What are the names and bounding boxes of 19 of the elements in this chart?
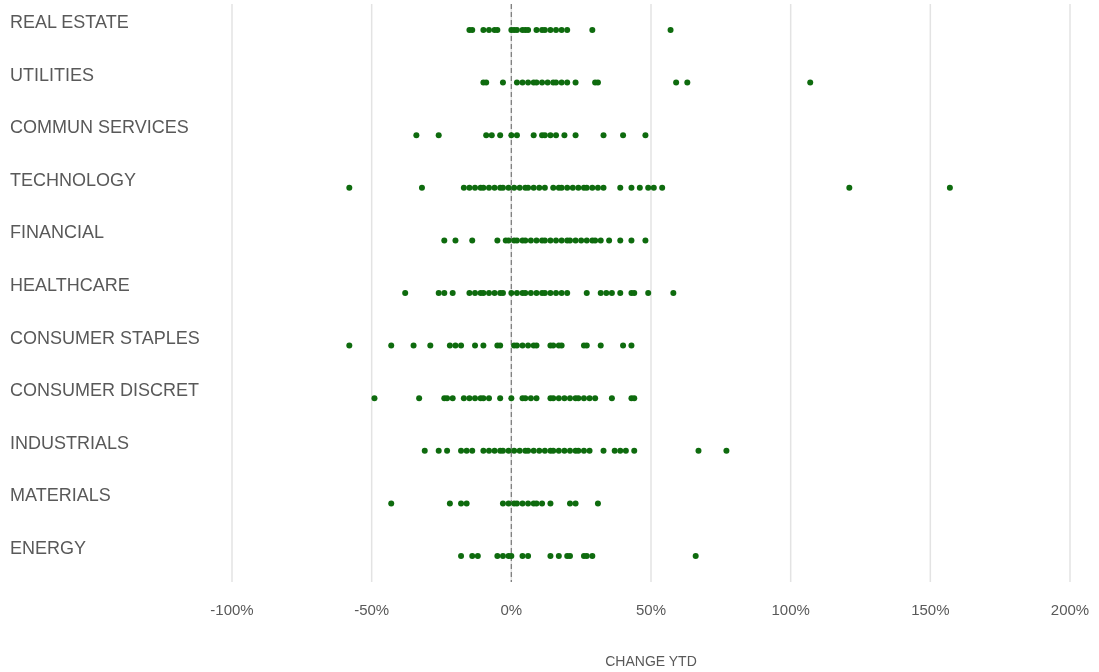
x-tick-label: 50%	[635, 601, 667, 618]
y-tick-label: REAL ESTATE	[10, 12, 129, 32]
y-tick-label: INDUSTRIALS	[10, 432, 130, 453]
y-tick-label: TECHNOLOGY	[10, 169, 137, 190]
x-axis-title: CHANGE YTD	[605, 653, 697, 669]
x-tick-label: 0%	[500, 601, 523, 618]
x-tick-label: 150%	[911, 601, 950, 618]
x-tick-label: 100%	[771, 601, 810, 618]
y-tick-label: FINANCIAL	[10, 222, 105, 243]
y-tick-label: CONSUMER STAPLES	[10, 327, 200, 348]
y-tick-label: COMMUN SERVICES	[10, 117, 189, 138]
y-tick-label: UTILITIES	[10, 64, 95, 85]
y-tick-label: ENERGY	[10, 538, 87, 558]
y-tick-label: HEALTHCARE	[10, 275, 130, 295]
x-tick-label: 200%	[1050, 601, 1090, 618]
x-tick-label: -100%	[210, 601, 254, 618]
y-tick-label: CONSUMER DISCRET	[10, 380, 200, 401]
x-tick-label: -50%	[354, 601, 390, 618]
y-tick-label: MATERIALS	[10, 485, 111, 506]
